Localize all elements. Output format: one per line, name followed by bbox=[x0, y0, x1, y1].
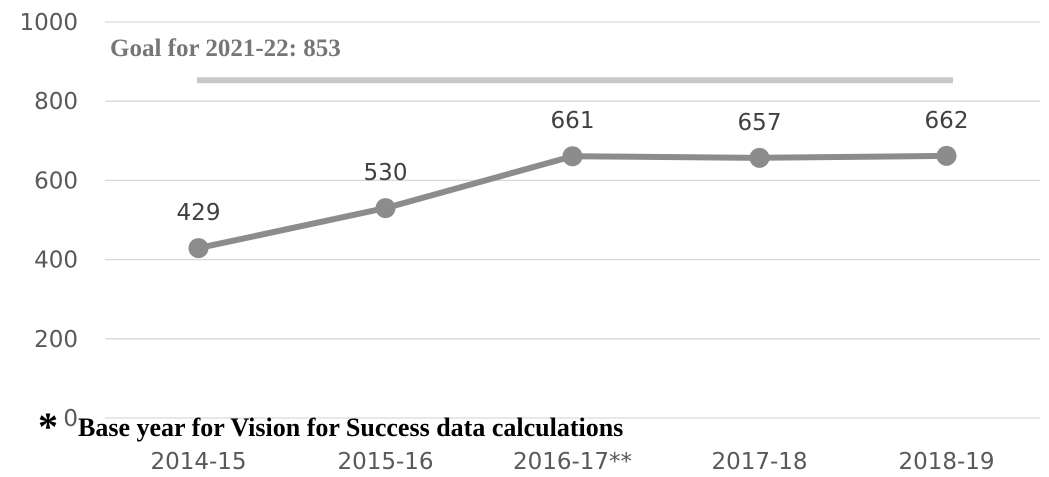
goal-label: Goal for 2021-22: 853 bbox=[110, 35, 341, 62]
y-axis-ticks: 0 200 400 600 800 1000 bbox=[19, 10, 78, 432]
y-tick-label: 800 bbox=[34, 89, 78, 115]
x-tick-label: 2015-16 bbox=[337, 449, 433, 475]
gridlines bbox=[105, 21, 1040, 419]
data-label: 429 bbox=[177, 200, 221, 226]
data-point bbox=[749, 147, 770, 168]
footnote-marker: * bbox=[38, 404, 58, 449]
data-label: 661 bbox=[551, 108, 595, 134]
y-tick-label: 400 bbox=[34, 248, 78, 274]
footnote-text: Base year for Vision for Success data ca… bbox=[78, 413, 623, 442]
series-line-group: 429 530 661 657 662 bbox=[177, 108, 969, 259]
data-point bbox=[562, 146, 583, 167]
x-tick-label: 2016-17** bbox=[513, 449, 632, 475]
data-label: 662 bbox=[925, 108, 969, 134]
series-line bbox=[197, 152, 947, 252]
data-label: 530 bbox=[364, 160, 408, 186]
data-point bbox=[375, 198, 396, 219]
x-tick-label: 2017-18 bbox=[711, 449, 807, 475]
y-tick-label: 0 bbox=[63, 406, 78, 432]
y-tick-label: 200 bbox=[34, 327, 78, 353]
data-point bbox=[936, 145, 957, 166]
x-tick-label: 2014-15 bbox=[150, 449, 246, 475]
y-tick-label: 1000 bbox=[19, 10, 78, 36]
x-axis-ticks: 2014-15 2015-16 2016-17** 2017-18 2018-19 bbox=[150, 449, 994, 475]
y-tick-label: 600 bbox=[34, 168, 78, 194]
data-point bbox=[188, 238, 209, 259]
data-label: 657 bbox=[738, 110, 782, 136]
x-tick-label: 2018-19 bbox=[898, 449, 994, 475]
